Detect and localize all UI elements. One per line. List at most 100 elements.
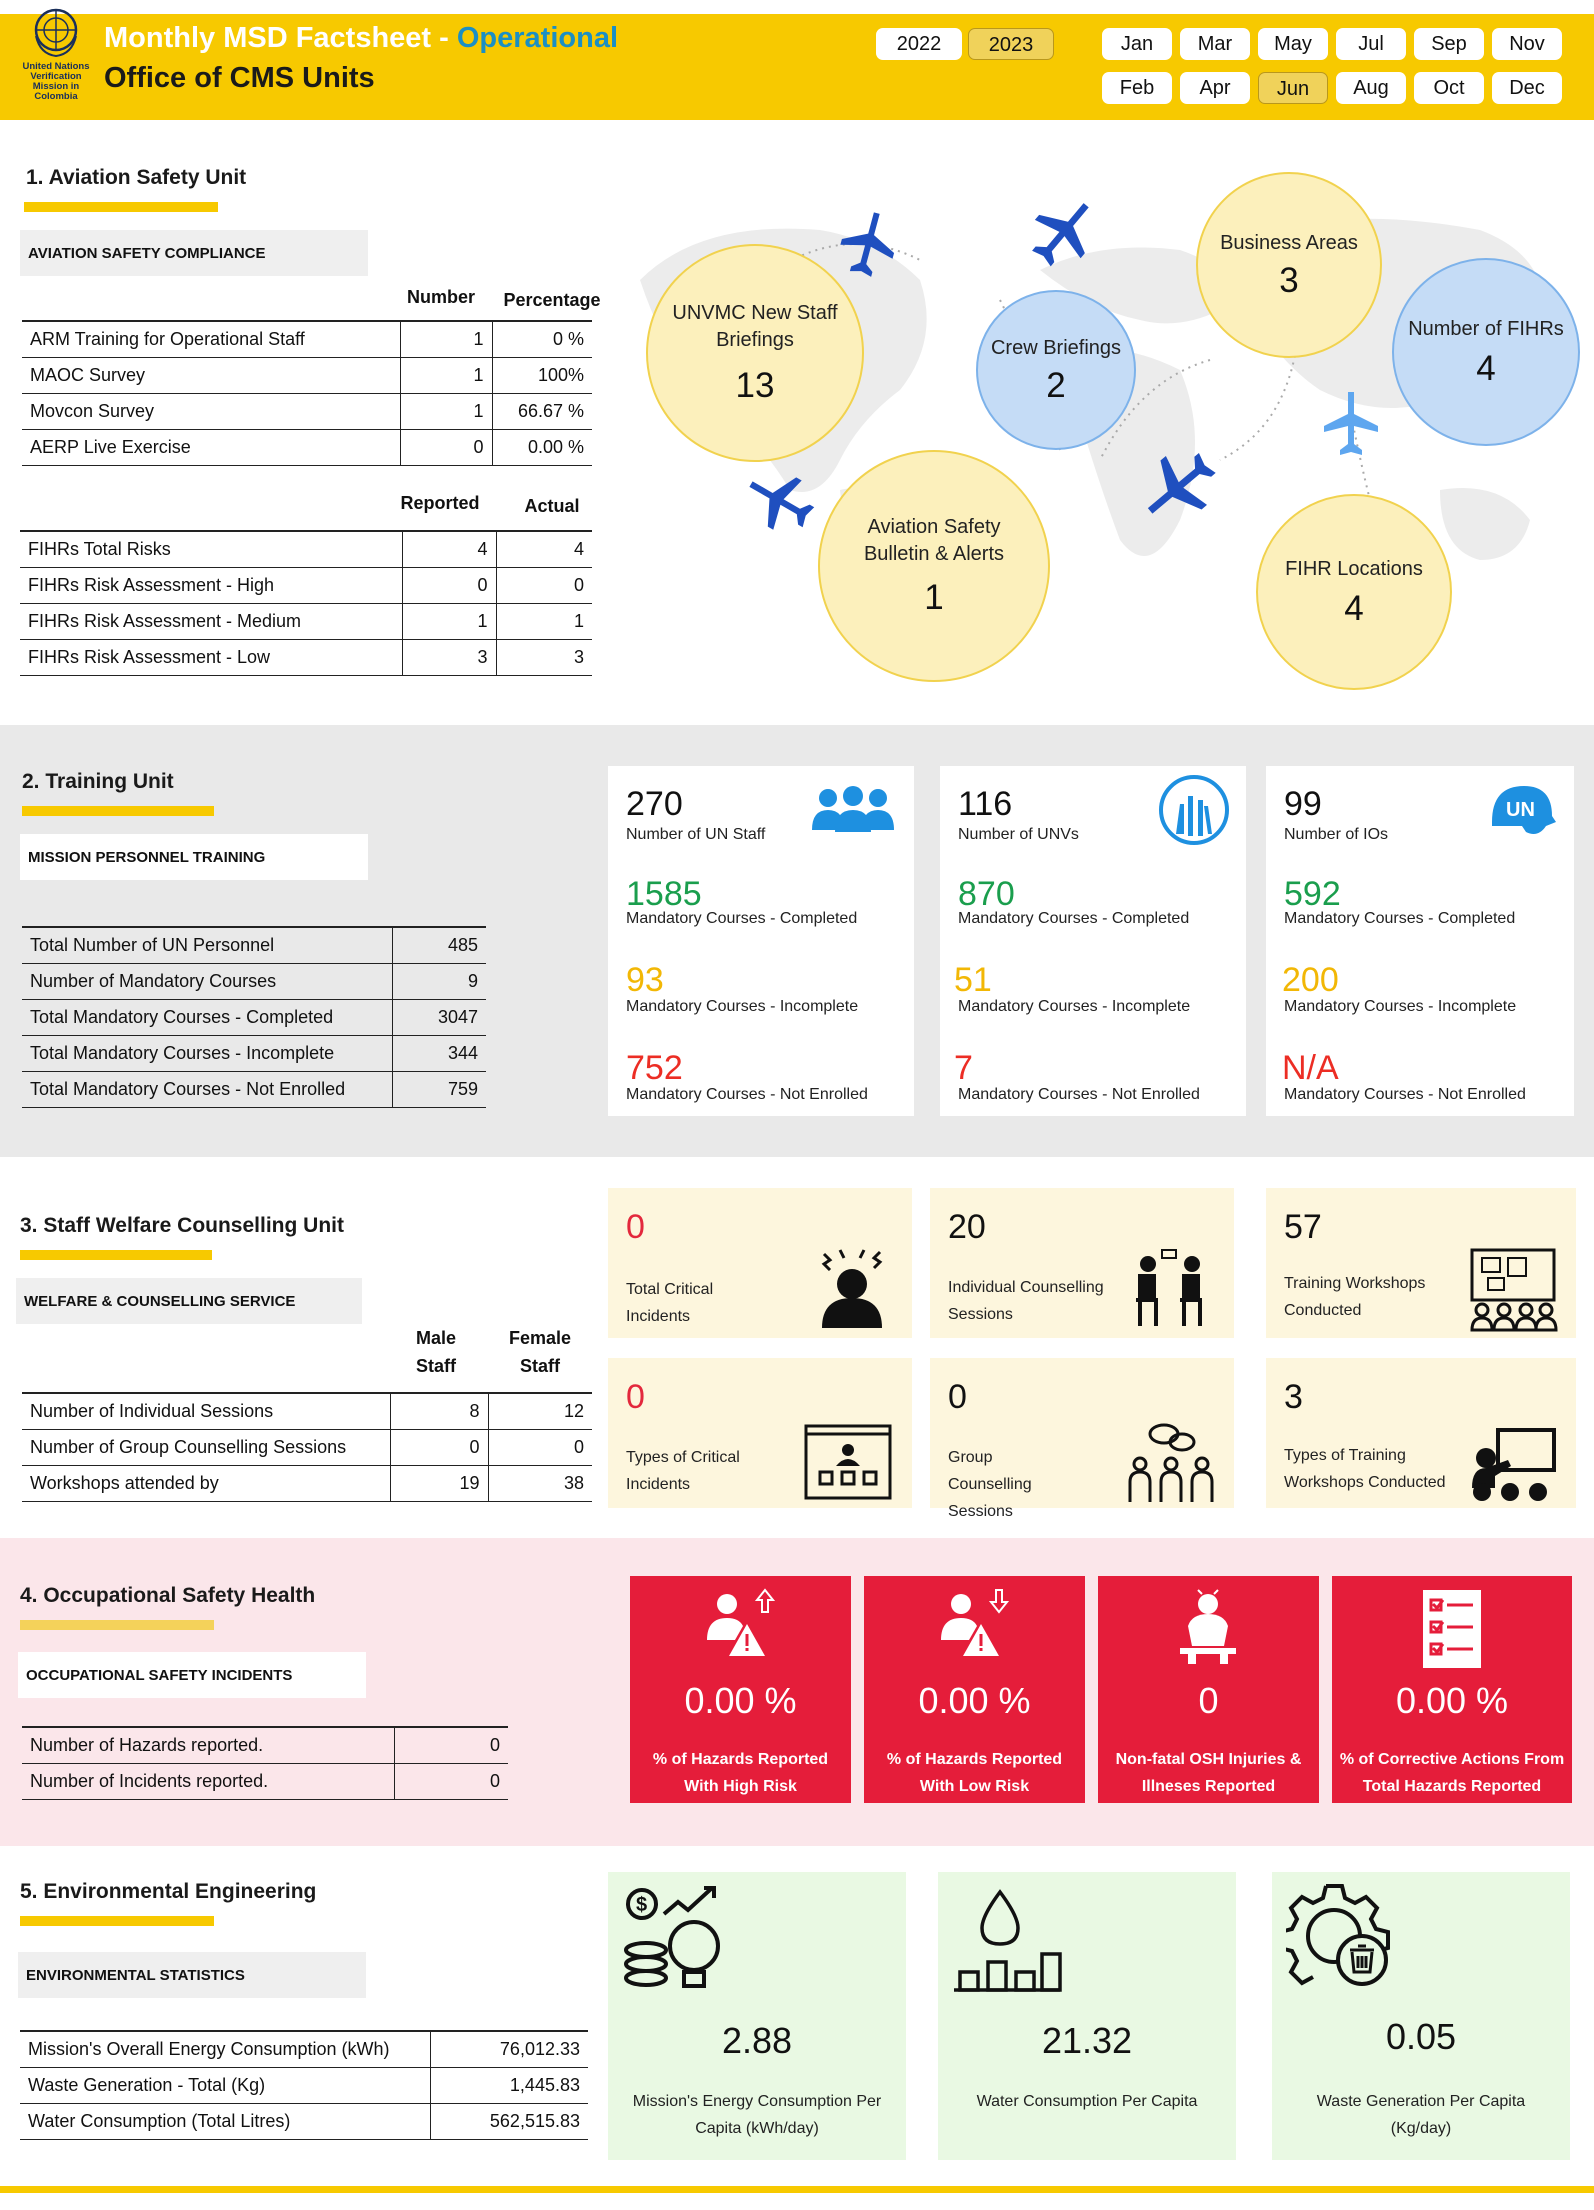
welfare-section-title: 3. Staff Welfare Counselling Unit <box>20 1214 344 1237</box>
title-accent: Operational <box>456 22 619 54</box>
month-pill-dec[interactable]: Dec <box>1492 72 1562 104</box>
table-row: FIHRs Risk Assessment - High 0 0 <box>20 567 592 604</box>
table-row: Number of Mandatory Courses 9 <box>22 963 486 1000</box>
un-emblem-icon <box>34 8 78 58</box>
welfare-section-label: WELFARE & COUNSELLING SERVICE <box>16 1278 362 1324</box>
plane-icon <box>749 477 815 530</box>
section-underline <box>22 806 214 816</box>
table-row: Number of Incidents reported. 0 <box>22 1763 508 1800</box>
osh-card-corrective-actions: 0.00 % % of Corrective Actions From Tota… <box>1332 1576 1572 1803</box>
aviation-section-title: 1. Aviation Safety Unit <box>26 166 247 189</box>
un-logo: United Nations Verification Mission in C… <box>12 6 100 106</box>
col-header-reported: Reported <box>400 493 480 513</box>
table-row: FIHRs Risk Assessment - Medium 1 1 <box>20 603 592 640</box>
logo-text: United Nations Verification Mission in C… <box>22 61 90 102</box>
presentation-icon <box>1472 1428 1556 1501</box>
year-pill-2023[interactable]: 2023 <box>968 28 1054 60</box>
energy-cost-icon: $ <box>624 1886 720 1988</box>
col-header-female-staff: Female Staff <box>508 1328 572 1376</box>
osh-card-high-risk: 0.00 % % of Hazards Reported With High R… <box>630 1576 851 1803</box>
plane-icon <box>1324 392 1378 455</box>
aviation-section-label: AVIATION SAFETY COMPLIANCE <box>20 230 368 276</box>
osh-table: Number of Hazards reported. 0 Number of I… <box>22 1726 508 1800</box>
bubble-new-staff-briefings: UNVMC New Staff Briefings 13 <box>646 244 864 462</box>
table-row: MAOC Survey 1 100% <box>22 357 592 394</box>
month-pill-jul[interactable]: Jul <box>1336 28 1406 60</box>
table-row: Total Mandatory Courses - Incomplete 344 <box>22 1035 486 1072</box>
table-row: Total Mandatory Courses - Completed 3047 <box>22 999 486 1036</box>
month-pill-nov[interactable]: Nov <box>1492 28 1562 60</box>
bubble-business-areas: Business Areas 3 <box>1196 172 1382 358</box>
bubble-number-of-fihrs: Number of FIHRs 4 <box>1392 258 1580 446</box>
welfare-card-types-critical: 0 Types of Critical Incidents <box>608 1358 912 1508</box>
month-pill-apr[interactable]: Apr <box>1180 72 1250 104</box>
table-row: AERP Live Exercise 0 0.00 % <box>22 429 592 466</box>
unv-hands-icon <box>1159 775 1229 845</box>
month-pill-may[interactable]: May <box>1258 28 1328 60</box>
welfare-table: Number of Individual Sessions 8 12 Number … <box>22 1392 592 1502</box>
table-row: Mission's Overall Energy Consumption (kW… <box>20 2030 588 2068</box>
table-row: Waste Generation - Total (Kg) 1,445.83 <box>20 2067 588 2104</box>
table-row: Total Number of UN Personnel 485 <box>22 926 486 964</box>
plane-icon <box>840 212 895 277</box>
group-chat-icon <box>1128 1423 1214 1502</box>
table-row: Number of Group Counselling Sessions 0 0 <box>22 1429 592 1466</box>
table-row: Number of Hazards reported. 0 <box>22 1726 508 1764</box>
table-row: FIHRs Total Risks 4 4 <box>20 530 592 568</box>
month-pill-feb[interactable]: Feb <box>1102 72 1172 104</box>
table-row: Workshops attended by 19 38 <box>22 1465 592 1502</box>
welfare-card-training-workshops: 57 Training Workshops Conducted <box>1266 1188 1576 1338</box>
svg-text:$: $ <box>636 1894 647 1916</box>
page-title: Monthly MSD Factsheet - Operational <box>104 22 619 54</box>
month-pill-oct[interactable]: Oct <box>1414 72 1484 104</box>
hazard-down-icon <box>940 1589 1009 1656</box>
compliance-table: ARM Training for Operational Staff 1 0 % M… <box>22 320 592 466</box>
training-table: Total Number of UN Personnel 485 Number o… <box>22 926 486 1108</box>
training-card-unvs: 116 Number of UNVs 870 Mandatory Courses… <box>940 766 1246 1116</box>
month-pill-aug[interactable]: Aug <box>1336 72 1406 104</box>
col-header-percentage: Percentage <box>503 290 601 310</box>
hazard-up-icon <box>706 1588 775 1656</box>
month-pill-jan[interactable]: Jan <box>1102 28 1172 60</box>
section-underline <box>20 1620 214 1630</box>
month-pill-jun[interactable]: Jun <box>1258 72 1328 104</box>
waste-gear-icon <box>1286 1884 1390 1986</box>
training-section-label: MISSION PERSONNEL TRAINING <box>20 834 368 880</box>
page-subtitle: Office of CMS Units <box>104 62 375 94</box>
section-underline <box>24 202 218 212</box>
environment-table: Mission's Overall Energy Consumption (kW… <box>20 2030 588 2140</box>
checklist-icon <box>1423 1590 1481 1668</box>
section-underline <box>20 1916 214 1926</box>
osh-card-injuries: 0 Non-fatal OSH Injuries & Illneses Repo… <box>1098 1576 1319 1803</box>
col-header-male-staff: Male Staff <box>415 1328 457 1376</box>
bubble-crew-briefings: Crew Briefings 2 <box>976 290 1136 450</box>
osh-section-title: 4. Occupational Safety Health <box>20 1584 316 1607</box>
incident-board-icon <box>804 1424 892 1500</box>
bubble-fihr-locations: FIHR Locations 4 <box>1256 494 1452 690</box>
training-card-ios: 99 Number of IOs UN 592 Mandatory Course… <box>1266 766 1574 1116</box>
un-helmet-icon: UN <box>1492 786 1556 834</box>
month-pill-sep[interactable]: Sep <box>1414 28 1484 60</box>
footer-bar <box>0 2186 1594 2193</box>
col-header-number: Number <box>406 287 475 307</box>
month-pill-mar[interactable]: Mar <box>1180 28 1250 60</box>
counselling-icon <box>1136 1249 1202 1326</box>
svg-text:UN: UN <box>1506 799 1535 821</box>
table-row: FIHRs Risk Assessment - Low 3 3 <box>20 639 592 676</box>
welfare-card-group-counselling: 0 Group Counselling Sessions <box>930 1358 1234 1520</box>
welfare-card-individual-counselling: 20 Individual Counselling Sessions <box>930 1188 1234 1338</box>
col-header-actual: Actual <box>524 496 580 516</box>
stressed-person-icon <box>821 1249 883 1328</box>
table-row: Number of Individual Sessions 8 12 <box>22 1392 592 1430</box>
osh-card-low-risk: 0.00 % % of Hazards Reported With Low Ri… <box>864 1576 1085 1803</box>
section-underline <box>20 1250 212 1260</box>
environment-section-label: ENVIRONMENTAL STATISTICS <box>18 1952 366 1998</box>
plane-icon <box>1032 203 1089 267</box>
people-group-icon <box>812 786 894 832</box>
injury-icon <box>1179 1589 1236 1664</box>
table-row: Water Consumption (Total Litres) 562,515.… <box>20 2103 588 2140</box>
year-pill-2022[interactable]: 2022 <box>876 28 962 60</box>
training-card-un-staff: 270 Number of UN Staff 1585 Mandatory Co… <box>608 766 914 1116</box>
table-row: Total Mandatory Courses - Not Enrolled 75… <box>22 1071 486 1108</box>
header-bar <box>0 14 1594 120</box>
